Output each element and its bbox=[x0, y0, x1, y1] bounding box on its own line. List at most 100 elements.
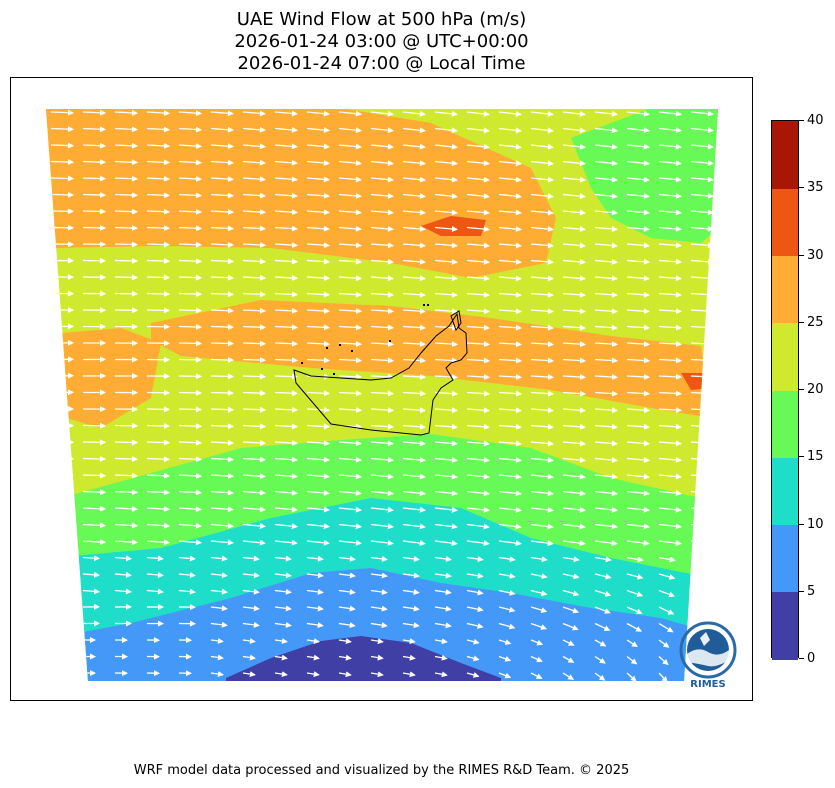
wind-vector-arrow bbox=[530, 606, 548, 613]
wind-vector-arrow bbox=[466, 556, 484, 562]
wind-vector-arrow bbox=[594, 291, 618, 298]
wind-vector-arrow bbox=[274, 176, 298, 183]
wind-vector-arrow bbox=[242, 390, 266, 397]
wind-vector-arrow bbox=[626, 160, 650, 167]
wind-vector-arrow bbox=[274, 621, 292, 628]
wind-vector-arrow bbox=[50, 588, 68, 595]
wind-vector-arrow bbox=[402, 540, 426, 546]
wind-vector-arrow bbox=[690, 176, 714, 183]
wind-vector-arrow bbox=[370, 357, 394, 364]
wind-vector-arrow bbox=[338, 572, 356, 579]
wind-vector-arrow bbox=[338, 225, 362, 232]
wind-vector-arrow bbox=[594, 225, 618, 232]
wind-vector-arrow bbox=[658, 341, 682, 347]
wind-vector-arrow bbox=[146, 571, 164, 578]
colorbar-tick-label: 5 bbox=[807, 584, 816, 599]
wind-vector-arrow bbox=[594, 407, 618, 414]
wind-vector-arrow bbox=[530, 407, 554, 414]
wind-vector-arrow bbox=[594, 357, 618, 364]
wind-vector-arrow bbox=[466, 457, 490, 464]
colorbar-segment bbox=[772, 390, 798, 458]
wind-vector-arrow bbox=[658, 390, 682, 397]
wind-vector-arrow bbox=[562, 440, 586, 447]
wind-vector-arrow bbox=[402, 373, 426, 380]
wind-vector-arrow bbox=[594, 639, 607, 647]
wind-vector-arrow bbox=[306, 110, 330, 117]
wind-vector-arrow bbox=[466, 374, 490, 380]
wind-vector-arrow bbox=[114, 588, 132, 595]
wind-vector-arrow bbox=[626, 143, 650, 150]
wind-vector-arrow bbox=[82, 522, 106, 529]
wind-vector-arrow bbox=[242, 654, 256, 661]
wind-vector-arrow bbox=[530, 357, 554, 364]
wind-vector-arrow bbox=[370, 506, 394, 513]
wind-vector-arrow bbox=[402, 143, 426, 150]
wind-vector-arrow bbox=[274, 126, 298, 133]
wind-vector-arrow bbox=[274, 192, 298, 199]
wind-vector-arrow bbox=[498, 423, 522, 430]
wind-vector-arrow bbox=[210, 307, 234, 314]
wind-vector-arrow bbox=[562, 291, 586, 298]
wind-vector-arrow bbox=[370, 373, 394, 380]
wind-vector-arrow bbox=[690, 573, 708, 580]
wind-vector-arrow bbox=[562, 672, 575, 680]
wind-vector-arrow bbox=[466, 160, 490, 167]
wind-vector-arrow bbox=[306, 159, 330, 166]
wind-vector-arrow bbox=[210, 126, 234, 133]
wind-vector-arrow bbox=[274, 357, 298, 364]
wind-vector-arrow bbox=[114, 505, 138, 512]
wind-vector-arrow bbox=[466, 572, 484, 579]
wind-vector-arrow bbox=[690, 506, 714, 513]
wind-vector-arrow bbox=[338, 588, 356, 595]
wind-vector-arrow bbox=[594, 127, 618, 134]
wind-vector-arrow bbox=[530, 341, 554, 348]
wind-vector-arrow bbox=[402, 225, 426, 232]
wind-vector-arrow bbox=[210, 423, 234, 430]
wind-vector-arrow bbox=[146, 472, 170, 479]
wind-vector-arrow bbox=[466, 473, 490, 480]
wind-vector-arrow bbox=[562, 523, 586, 530]
wind-vector-arrow bbox=[370, 572, 388, 579]
wind-vector-arrow bbox=[114, 159, 138, 166]
wind-vector-arrow bbox=[114, 109, 138, 116]
wind-vector-arrow bbox=[594, 193, 618, 200]
wind-vector-arrow bbox=[338, 390, 362, 397]
wind-vector-arrow bbox=[402, 506, 426, 513]
wind-vector-arrow bbox=[402, 160, 426, 167]
wind-vector-arrow bbox=[562, 540, 586, 547]
wind-vector-arrow bbox=[338, 357, 362, 364]
wind-vector-arrow bbox=[146, 439, 170, 446]
wind-vector-arrow bbox=[498, 606, 516, 613]
wind-vector-arrow bbox=[594, 308, 618, 315]
wind-vector-arrow bbox=[178, 143, 202, 150]
wind-vector-arrow bbox=[626, 473, 650, 480]
wind-vector-arrow bbox=[434, 242, 458, 249]
wind-vector-arrow bbox=[274, 242, 298, 249]
wind-vector-arrow bbox=[370, 308, 394, 315]
wind-vector-arrow bbox=[242, 605, 260, 612]
wind-vector-arrow bbox=[402, 242, 426, 249]
wind-vector-arrow bbox=[530, 589, 548, 597]
wind-vector-arrow bbox=[658, 209, 682, 216]
wind-vector-arrow bbox=[370, 341, 394, 347]
map-title-line-3-local-time: 2026-01-24 07:00 @ Local Time bbox=[237, 53, 526, 74]
wind-vector-arrow bbox=[594, 573, 612, 580]
wind-vector-arrow bbox=[530, 193, 554, 200]
wind-vector-arrow bbox=[402, 324, 426, 331]
wind-vector-arrow bbox=[370, 473, 394, 480]
wind-vector-arrow bbox=[658, 440, 682, 447]
wind-vector-arrow bbox=[114, 439, 138, 446]
wind-vector-arrow bbox=[338, 506, 362, 513]
wind-vector-arrow bbox=[146, 159, 170, 166]
wind-vector-arrow bbox=[594, 606, 611, 614]
wind-vector-arrow bbox=[562, 209, 586, 216]
wind-vector-arrow bbox=[530, 523, 554, 530]
wind-vector-arrow bbox=[530, 275, 554, 282]
wind-vector-arrow bbox=[274, 340, 298, 347]
wind-vector-arrow bbox=[306, 209, 330, 216]
wind-vector-arrow bbox=[50, 505, 74, 512]
wind-vector-arrow bbox=[178, 456, 202, 463]
wind-vector-arrow bbox=[594, 176, 618, 183]
colorbar-segment bbox=[772, 457, 798, 525]
wind-vector-arrow bbox=[658, 275, 682, 282]
